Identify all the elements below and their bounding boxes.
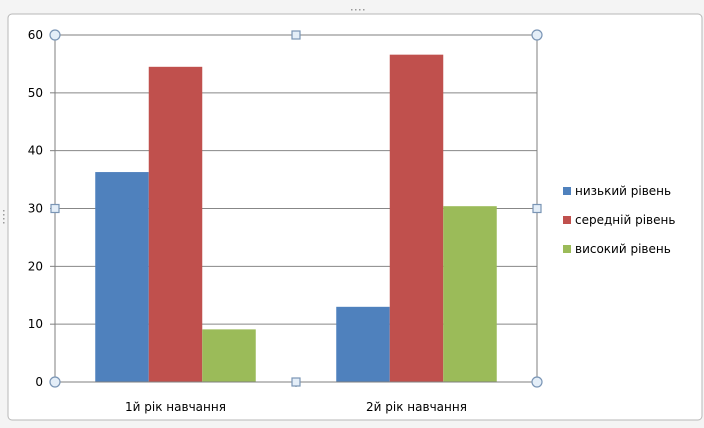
resize-grip-left[interactable] [3,210,5,224]
legend-swatch [563,187,571,195]
corner-resize-handle[interactable] [50,30,60,40]
bar-2-series-2[interactable] [390,55,444,382]
y-tick-label: 30 [28,202,43,216]
legend-label: низький рівень [575,184,671,198]
bar-1-series-2[interactable] [149,67,203,382]
bar-2-series-1[interactable] [336,307,390,382]
y-tick-label: 60 [28,28,43,42]
side-resize-handle[interactable] [292,378,300,386]
side-resize-handle[interactable] [292,31,300,39]
bar-1-series-1[interactable] [95,172,149,382]
legend-swatch [563,216,571,224]
side-resize-handle[interactable] [533,205,541,213]
legend[interactable]: низький рівень середній рівень високий рів… [563,184,675,256]
corner-resize-handle[interactable] [50,377,60,387]
y-tick-label: 10 [28,317,43,331]
resize-grip-top[interactable] [351,9,365,11]
y-tick-label: 20 [28,259,43,273]
side-resize-handle[interactable] [51,205,59,213]
y-tick-label: 40 [28,144,43,158]
corner-resize-handle[interactable] [532,30,542,40]
legend-label: високий рівень [575,242,671,256]
corner-resize-handle[interactable] [532,377,542,387]
x-tick-label: 2й рік навчання [366,400,467,414]
y-tick-label: 0 [35,375,43,389]
x-tick-label: 1й рік навчання [125,400,226,414]
bar-1-series-3[interactable] [202,329,256,382]
legend-label: середній рівень [575,213,675,227]
legend-swatch [563,245,571,253]
y-tick-label: 50 [28,86,43,100]
bar-2-series-3[interactable] [443,206,497,382]
